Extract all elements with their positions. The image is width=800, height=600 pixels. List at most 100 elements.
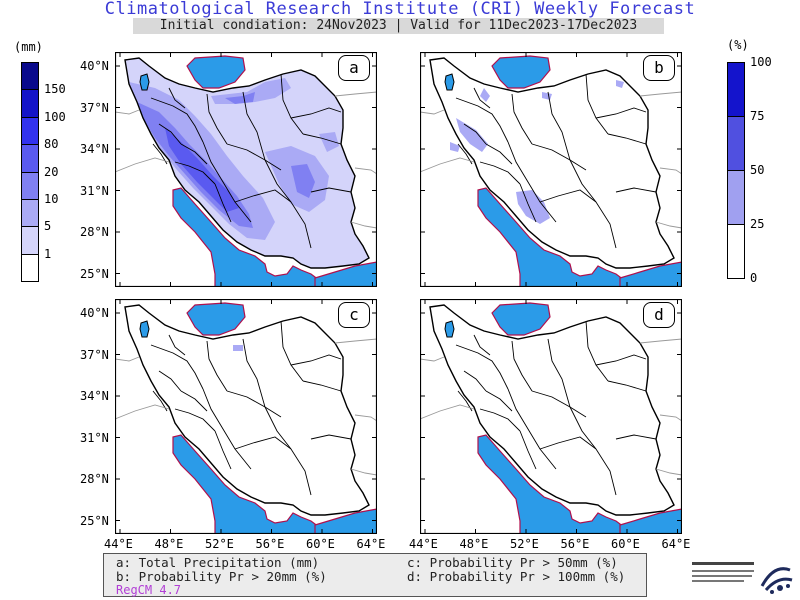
right-colorbar-label: 0 xyxy=(750,271,758,285)
province-border xyxy=(158,123,182,145)
sea-area xyxy=(314,261,377,287)
legend-a: a: Total Precipitation (mm) xyxy=(116,555,320,570)
province-border xyxy=(473,334,491,356)
province-border xyxy=(242,91,266,161)
province-border xyxy=(302,380,342,392)
province-border xyxy=(290,107,342,119)
lat-tick: 40°N xyxy=(80,306,109,320)
lon-tick: 44°E xyxy=(104,537,133,551)
sea-area xyxy=(491,55,551,89)
left-colorbar-cell xyxy=(21,226,39,255)
country-border xyxy=(429,57,675,269)
institute-logo xyxy=(692,562,793,594)
neighbor-border xyxy=(115,356,140,362)
model-name: RegCM 4.7 xyxy=(116,583,182,597)
precip-area xyxy=(225,92,255,104)
left-colorbar-cell xyxy=(21,116,39,146)
province-border xyxy=(585,320,609,382)
sea-area xyxy=(477,187,682,287)
province-border xyxy=(519,183,537,223)
province-border xyxy=(615,187,657,193)
panel-label-c: c xyxy=(338,302,370,328)
province-border xyxy=(539,436,597,450)
forecast-validity: Initial condiation: 24Nov2023 | Valid fo… xyxy=(133,18,664,34)
left-colorbar-label: 100 xyxy=(44,109,66,124)
precip-area xyxy=(319,132,339,152)
legend-d: d: Probability Pr > 100mm (%) xyxy=(407,569,626,584)
country-border xyxy=(124,57,370,269)
neighbor-border xyxy=(659,167,682,175)
right-colorbar-cell xyxy=(727,170,745,225)
sea-area xyxy=(186,302,246,336)
left-colorbar-label: 5 xyxy=(44,219,52,234)
province-border xyxy=(547,91,571,161)
legend-c: c: Probability Pr > 50mm (%) xyxy=(407,555,618,570)
precip-area xyxy=(233,345,243,351)
map-panel-b xyxy=(420,52,682,287)
province-border xyxy=(168,334,186,356)
neighbor-border xyxy=(420,109,445,115)
province-border xyxy=(547,338,571,408)
precip-area xyxy=(456,118,488,152)
lon-tick: 48°E xyxy=(459,537,489,551)
province-border xyxy=(180,143,208,165)
province-border xyxy=(202,388,252,470)
province-border xyxy=(174,161,216,185)
lon-tick: 52°E xyxy=(205,537,234,551)
sea-area xyxy=(186,55,246,89)
right-colorbar-label: 25 xyxy=(750,217,765,231)
province-border xyxy=(202,141,252,223)
province-border xyxy=(234,189,292,203)
province-border xyxy=(290,354,342,366)
province-border xyxy=(280,320,304,382)
lat-tick: 25°N xyxy=(80,513,109,528)
lat-tick: 28°N xyxy=(80,472,109,486)
sea-area xyxy=(491,302,551,336)
province-border xyxy=(507,141,557,223)
map-panel-d xyxy=(420,299,682,534)
legend-b: b: Probability Pr > 20mm (%) xyxy=(116,569,327,584)
neighbor-border xyxy=(354,167,377,175)
province-border xyxy=(539,189,597,203)
province-border xyxy=(595,107,647,119)
neighbor-border xyxy=(420,157,475,173)
left-colorbar-unit: (mm) xyxy=(14,40,43,54)
lake-urmia xyxy=(444,320,455,338)
lake-urmia xyxy=(139,73,150,91)
lat-tick: 34°N xyxy=(80,142,109,156)
left-colorbar-label: 10 xyxy=(44,192,59,206)
province-border xyxy=(174,408,216,432)
sea-area xyxy=(619,261,682,287)
panel-label-d: d xyxy=(643,302,675,328)
lake-urmia xyxy=(139,320,150,338)
precip-area xyxy=(450,142,460,152)
page-title: Climatological Research Institute (CRI) … xyxy=(104,0,696,19)
province-border xyxy=(150,344,204,390)
province-border xyxy=(531,390,587,418)
province-border xyxy=(226,390,282,418)
left-colorbar-label: 150 xyxy=(44,82,66,97)
sea-area xyxy=(314,508,377,534)
lon-tick: 64°E xyxy=(661,537,691,551)
sea-area xyxy=(172,187,377,287)
country-border xyxy=(429,304,675,516)
neighbor-border xyxy=(655,221,682,229)
lat-tick: 31°N xyxy=(80,430,109,445)
province-border xyxy=(214,430,232,470)
neighbor-border xyxy=(115,404,170,420)
right-colorbar-label: 100 xyxy=(750,55,772,69)
sea-area xyxy=(172,434,377,534)
neighbor-border xyxy=(350,468,377,476)
province-border xyxy=(595,354,647,366)
lat-tick: 34°N xyxy=(80,389,109,403)
province-border xyxy=(615,434,657,440)
province-border xyxy=(479,408,521,432)
province-border xyxy=(473,87,491,109)
left-colorbar-label: 80 xyxy=(44,137,59,152)
province-border xyxy=(463,123,487,145)
province-border xyxy=(214,183,232,223)
lon-tick: 56°E xyxy=(255,537,285,551)
neighbor-border xyxy=(354,414,377,422)
province-border xyxy=(485,143,513,165)
neighbor-border xyxy=(639,91,682,97)
